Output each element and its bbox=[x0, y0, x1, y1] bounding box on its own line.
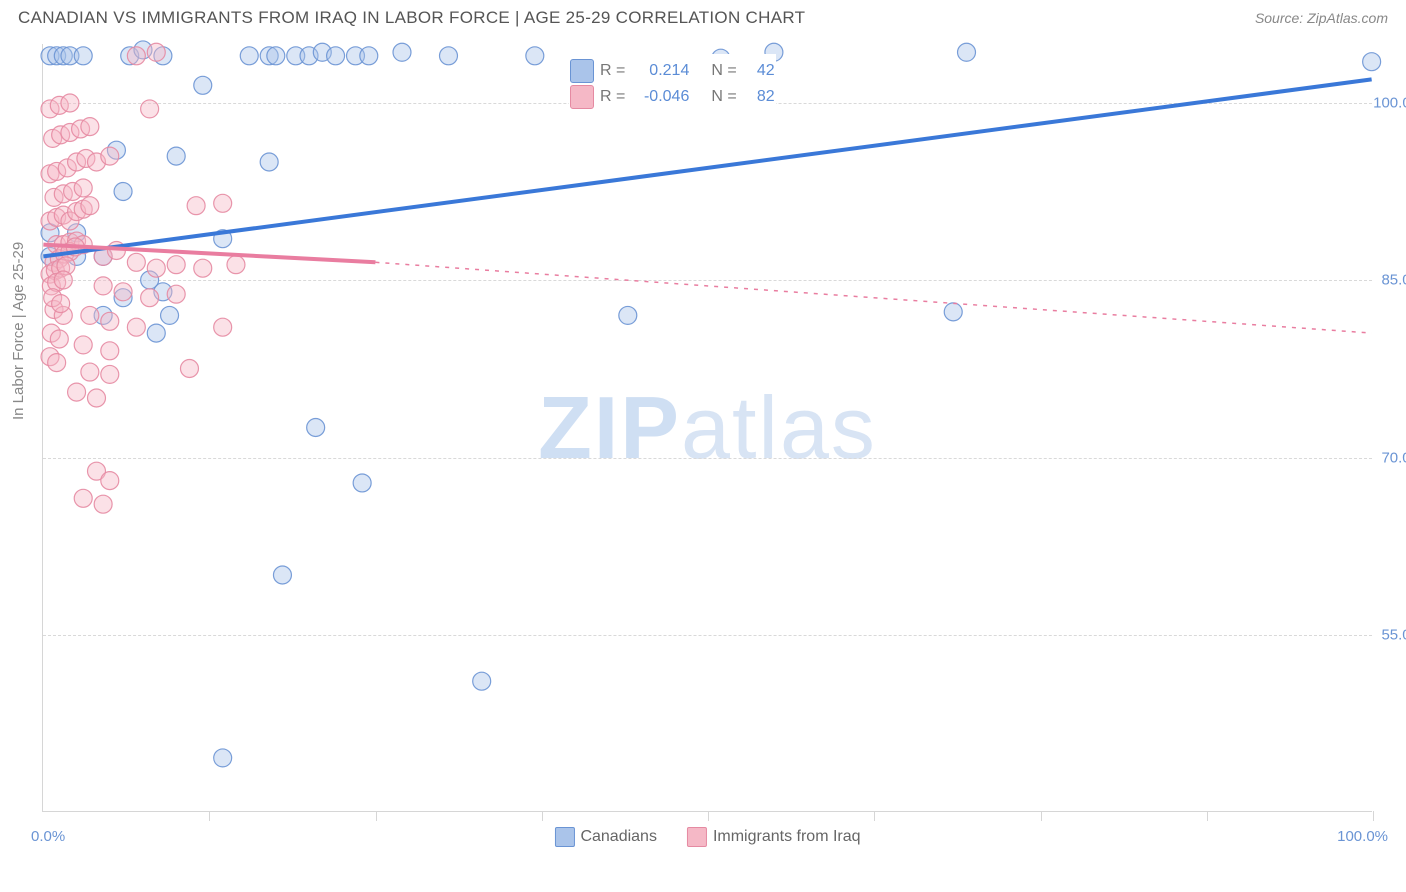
y-tick-label: 55.0% bbox=[1381, 626, 1406, 643]
r-value: 0.214 bbox=[631, 62, 689, 80]
chart-plot-area: ZIPatlas 55.0%70.0%85.0%100.0% R =0.214N… bbox=[42, 44, 1372, 812]
trend-line-extrapolated bbox=[375, 262, 1371, 333]
legend-label: Immigrants from Iraq bbox=[713, 828, 861, 845]
n-value: 82 bbox=[743, 88, 775, 106]
correlation-legend: R = 0.214 N = 42 R = -0.046 N = 82 bbox=[569, 54, 776, 114]
source-attribution: Source: ZipAtlas.com bbox=[1255, 10, 1388, 26]
n-value: 42 bbox=[743, 62, 775, 80]
series-legend: Canadians Immigrants from Iraq bbox=[554, 827, 860, 847]
r-label: R = bbox=[600, 62, 625, 80]
x-axis-min-label: 0.0% bbox=[31, 828, 65, 845]
y-tick-label: 100.0% bbox=[1373, 95, 1406, 112]
y-tick-label: 70.0% bbox=[1381, 449, 1406, 466]
legend-row: R = 0.214 N = 42 bbox=[570, 59, 775, 83]
legend-row: R = -0.046 N = 82 bbox=[570, 85, 775, 109]
y-tick-label: 85.0% bbox=[1381, 272, 1406, 289]
r-value: -0.046 bbox=[631, 88, 689, 106]
legend-item: Canadians bbox=[554, 827, 657, 847]
x-axis-max-label: 100.0% bbox=[1337, 828, 1388, 845]
chart-title: CANADIAN VS IMMIGRANTS FROM IRAQ IN LABO… bbox=[18, 8, 805, 28]
trend-line bbox=[43, 245, 375, 263]
n-label: N = bbox=[711, 88, 736, 106]
y-axis-label: In Labor Force | Age 25-29 bbox=[10, 242, 27, 420]
legend-swatch bbox=[570, 85, 594, 109]
legend-swatch bbox=[687, 827, 707, 847]
legend-swatch bbox=[554, 827, 574, 847]
n-label: N = bbox=[711, 62, 736, 80]
legend-swatch bbox=[570, 59, 594, 83]
legend-item: Immigrants from Iraq bbox=[687, 827, 861, 847]
legend-label: Canadians bbox=[580, 828, 657, 845]
r-label: R = bbox=[600, 88, 625, 106]
